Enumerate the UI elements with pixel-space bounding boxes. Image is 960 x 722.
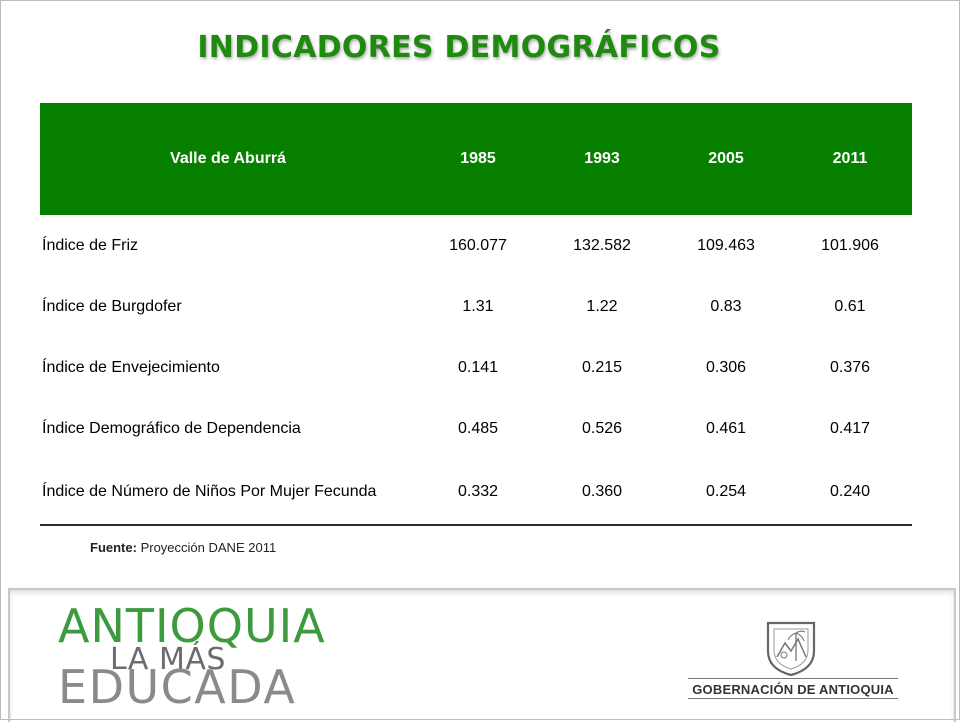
- column-header-region: Valle de Aburrá: [40, 103, 416, 215]
- column-header-1985: 1985: [416, 103, 540, 215]
- footer-panel: [8, 588, 956, 722]
- table-cell: 0.254: [664, 459, 788, 526]
- table-row: Índice Demográfico de Dependencia 0.485 …: [40, 398, 912, 459]
- table-cell: 0.360: [540, 459, 664, 526]
- antioquia-logo-line1: ANTIOQUIA: [58, 599, 326, 653]
- table-cell: 160.077: [449, 236, 507, 254]
- row-label: Índice de Friz: [42, 237, 139, 254]
- row-label: Índice de Burgdofer: [42, 298, 182, 315]
- table-cell: 0.215: [581, 358, 623, 376]
- divider: [688, 698, 898, 699]
- table-cell: 132.582: [573, 236, 631, 254]
- table-cell: 101.906: [821, 236, 879, 254]
- antioquia-logo-line2: LA MÁS: [110, 642, 226, 677]
- coat-of-arms-icon: [766, 621, 816, 677]
- page-title: INDICADORES DEMOGRÁFICOS: [197, 30, 721, 65]
- column-header-2005: 2005: [664, 103, 788, 215]
- table-cell: 0.332: [416, 459, 540, 526]
- table-cell: 0.417: [829, 419, 871, 437]
- table-row: Índice de Envejecimiento 0.141 0.215 0.3…: [40, 337, 912, 398]
- column-header-1993: 1993: [540, 103, 664, 215]
- gobernacion-logo-text: GOBERNACIÓN DE ANTIOQUIA: [692, 682, 894, 697]
- table-cell: 0.61: [834, 297, 866, 315]
- table-cell: 1.31: [462, 297, 494, 315]
- table-header-row: Valle de Aburrá 1985 1993 2005 2011: [40, 103, 912, 215]
- row-label: Índice Demográfico de Dependencia: [42, 420, 301, 437]
- table-cell: 0.306: [705, 358, 747, 376]
- table-cell: 0.240: [788, 459, 912, 526]
- row-label: Índice de Envejecimiento: [42, 359, 220, 376]
- table-cell: 0.526: [581, 419, 623, 437]
- table-row: Índice de Friz 160.077 132.582 109.463 1…: [40, 215, 912, 276]
- table-cell: 0.461: [705, 419, 747, 437]
- table-row: Índice de Número de Niños Por Mujer Fecu…: [40, 459, 912, 526]
- table-cell: 0.485: [457, 419, 499, 437]
- table-cell: 0.376: [829, 358, 871, 376]
- source-text: Proyección DANE 2011: [140, 540, 277, 555]
- row-label: Índice de Número de Niños Por Mujer Fecu…: [40, 459, 416, 526]
- table-cell: 0.141: [457, 358, 499, 376]
- antioquia-logo-line3: EDUCADA: [58, 660, 297, 714]
- table-cell: 109.463: [697, 236, 755, 254]
- divider: [688, 678, 898, 679]
- table-cell: 1.22: [586, 297, 618, 315]
- source-prefix: Fuente:: [90, 540, 137, 555]
- indicators-table: Valle de Aburrá 1985 1993 2005 2011 Índi…: [40, 103, 912, 526]
- column-header-2011: 2011: [788, 103, 912, 215]
- source-note: Fuente: Proyección DANE 2011: [90, 540, 276, 555]
- table-row: Índice de Burgdofer 1.31 1.22 0.83 0.61: [40, 276, 912, 337]
- table-cell: 0.83: [710, 297, 742, 315]
